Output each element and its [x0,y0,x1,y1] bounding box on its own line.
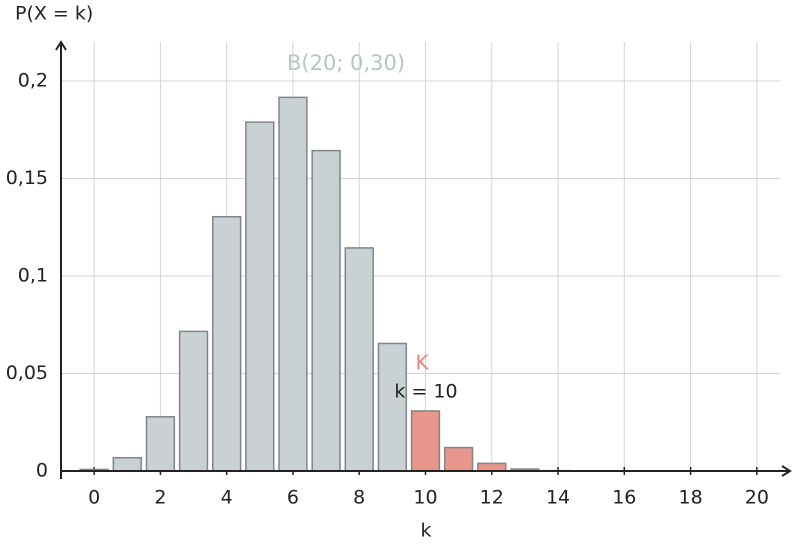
x-axis-label: k [420,520,431,542]
bar [377,342,408,472]
x-axis-arrow [781,465,792,477]
bar [178,330,209,472]
y-tick-label: 0,1 [18,265,48,287]
bar [410,410,441,472]
x-tick-label: 20 [745,487,769,509]
bar [443,446,474,472]
x-tick-label: 10 [413,487,437,509]
bar [311,149,341,472]
bar [477,462,507,472]
bar [278,96,308,472]
bar [245,121,275,472]
x-tick-label: 12 [480,487,504,509]
annotation: k = 10 [394,381,457,403]
x-tick-label: 4 [221,487,233,509]
y-tick-label: 0,05 [6,362,48,384]
y-axis-label: P(X = k) [15,3,93,25]
y-tick-label: 0,2 [18,70,48,92]
x-tick-label: 8 [353,487,365,509]
y-tick-label: 0 [36,460,48,482]
bar [112,456,142,472]
annotation: K [415,351,429,375]
bar [145,416,176,472]
x-tick-label: 0 [88,487,100,509]
y-tick-label: 0,15 [6,167,48,189]
bar [344,247,374,472]
x-tick-label: 18 [678,487,702,509]
x-tick-label: 14 [546,487,570,509]
y-axis-arrow [55,40,67,51]
x-tick-label: 2 [154,487,166,509]
bar [212,215,242,472]
distribution-label: B(20; 0,30) [287,51,405,75]
x-tick-label: 16 [612,487,636,509]
x-tick-label: 6 [287,487,299,509]
